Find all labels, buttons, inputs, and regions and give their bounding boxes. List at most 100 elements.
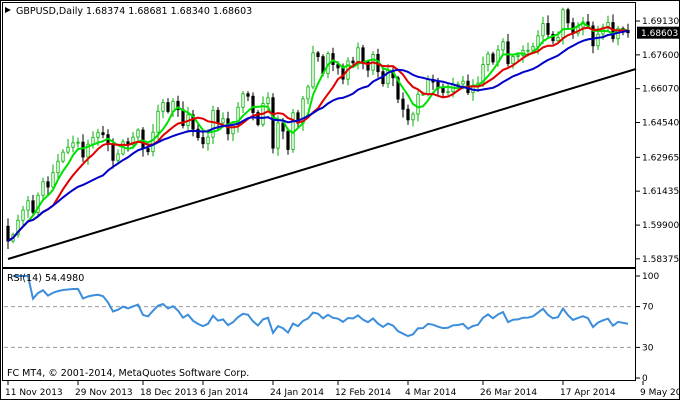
ma-fast-line: [7, 21, 629, 242]
candle-body: [51, 172, 55, 188]
candle-body: [266, 97, 270, 104]
candle-body: [396, 77, 400, 100]
candle-body: [136, 129, 140, 138]
rsi-tick-label: 30: [642, 343, 654, 353]
candle-body: [156, 110, 160, 133]
candle: [51, 164, 55, 191]
time-tick-label: 18 Dec 2013: [140, 388, 198, 398]
candle: [591, 21, 595, 54]
time-tick-label: 29 Nov 2013: [75, 388, 133, 398]
candle: [76, 137, 80, 148]
candle: [221, 112, 225, 126]
candle-body: [41, 181, 45, 196]
rsi-tick-label: 0: [642, 374, 648, 384]
time-tick-label: 11 Nov 2013: [5, 388, 63, 398]
time-tick-label: 26 Mar 2014: [480, 388, 537, 398]
moving-averages: [7, 21, 629, 242]
time-tick-label: 12 Feb 2014: [335, 388, 391, 398]
rsi-series: [4, 275, 634, 348]
candle-body: [426, 79, 430, 95]
candle: [31, 194, 35, 217]
candle-body: [546, 23, 550, 35]
candle: [46, 176, 50, 196]
candle: [61, 149, 65, 164]
candle-body: [76, 141, 80, 144]
candle: [546, 15, 550, 39]
time-tick-label: 4 Mar 2014: [405, 388, 457, 398]
candle-body: [31, 200, 35, 213]
current-price-text: 1.68603: [641, 29, 678, 39]
candle-body: [201, 137, 205, 145]
candle: [446, 83, 450, 96]
candle-body: [311, 52, 315, 88]
candle-body: [161, 102, 165, 112]
candle: [166, 98, 170, 114]
candle-body: [61, 151, 65, 162]
candle-body: [101, 132, 105, 136]
candle: [406, 104, 410, 125]
candle: [191, 109, 195, 137]
candle-body: [511, 56, 515, 65]
rsi-header: RSI(14) 54.4980: [7, 273, 84, 284]
candle: [271, 93, 275, 154]
candle: [401, 92, 405, 118]
candle-body: [591, 25, 595, 47]
candle: [246, 91, 250, 102]
chart-menu-arrow-icon[interactable]: [5, 7, 11, 13]
candle-body: [86, 143, 90, 158]
candle-body: [456, 83, 460, 86]
rsi-panel: [2, 268, 636, 381]
candle: [66, 138, 70, 155]
candle-body: [206, 136, 210, 145]
candle-body: [151, 131, 155, 153]
time-tick-label: 17 Apr 2014: [560, 388, 616, 398]
candle-body: [211, 109, 215, 138]
candle-body: [361, 47, 365, 63]
candle-body: [406, 108, 410, 121]
candle: [71, 135, 75, 153]
candle: [486, 51, 490, 72]
candle: [16, 214, 20, 238]
rsi-axis: 100 70 30 0: [636, 272, 659, 384]
candle-body: [491, 53, 495, 63]
candle-body: [141, 129, 145, 149]
price-tick-label: 1.67600: [642, 51, 679, 61]
candle-body: [561, 9, 565, 38]
candle-body: [271, 97, 275, 149]
chart-header: GBPUSD,Daily 1.68374 1.68681 1.68340 1.6…: [16, 6, 252, 17]
candle-body: [416, 93, 420, 115]
candle-body: [306, 86, 310, 100]
candle-body: [56, 160, 60, 174]
candle-body: [526, 49, 530, 52]
candle-body: [6, 225, 10, 242]
candle: [501, 38, 505, 56]
candle: [276, 115, 280, 156]
current-price-label: 1.68603: [637, 26, 679, 39]
candle-body: [481, 64, 485, 84]
candle: [566, 7, 570, 30]
candle-body: [176, 100, 180, 111]
price-axis: 1.69130 1.67600 1.66070 1.64540 1.62965 1.614…: [636, 17, 679, 265]
candle: [26, 195, 30, 218]
candle: [351, 56, 355, 65]
candle-body: [166, 102, 170, 112]
candle-body: [596, 33, 600, 47]
candle: [6, 218, 10, 249]
candle-body: [401, 98, 405, 110]
candle-body: [26, 200, 30, 211]
candle: [86, 139, 90, 165]
candle: [286, 127, 290, 155]
candle-body: [506, 41, 510, 65]
candle-body: [531, 46, 535, 51]
candle: [201, 131, 205, 149]
candle-body: [281, 122, 285, 132]
candle: [541, 16, 545, 45]
candle-body: [541, 23, 545, 37]
candle-body: [111, 143, 115, 161]
candle: [241, 91, 245, 114]
price-tick-label: 1.59900: [642, 221, 679, 231]
candle-body: [91, 136, 95, 145]
candle: [306, 84, 310, 105]
candle-body: [96, 132, 100, 138]
